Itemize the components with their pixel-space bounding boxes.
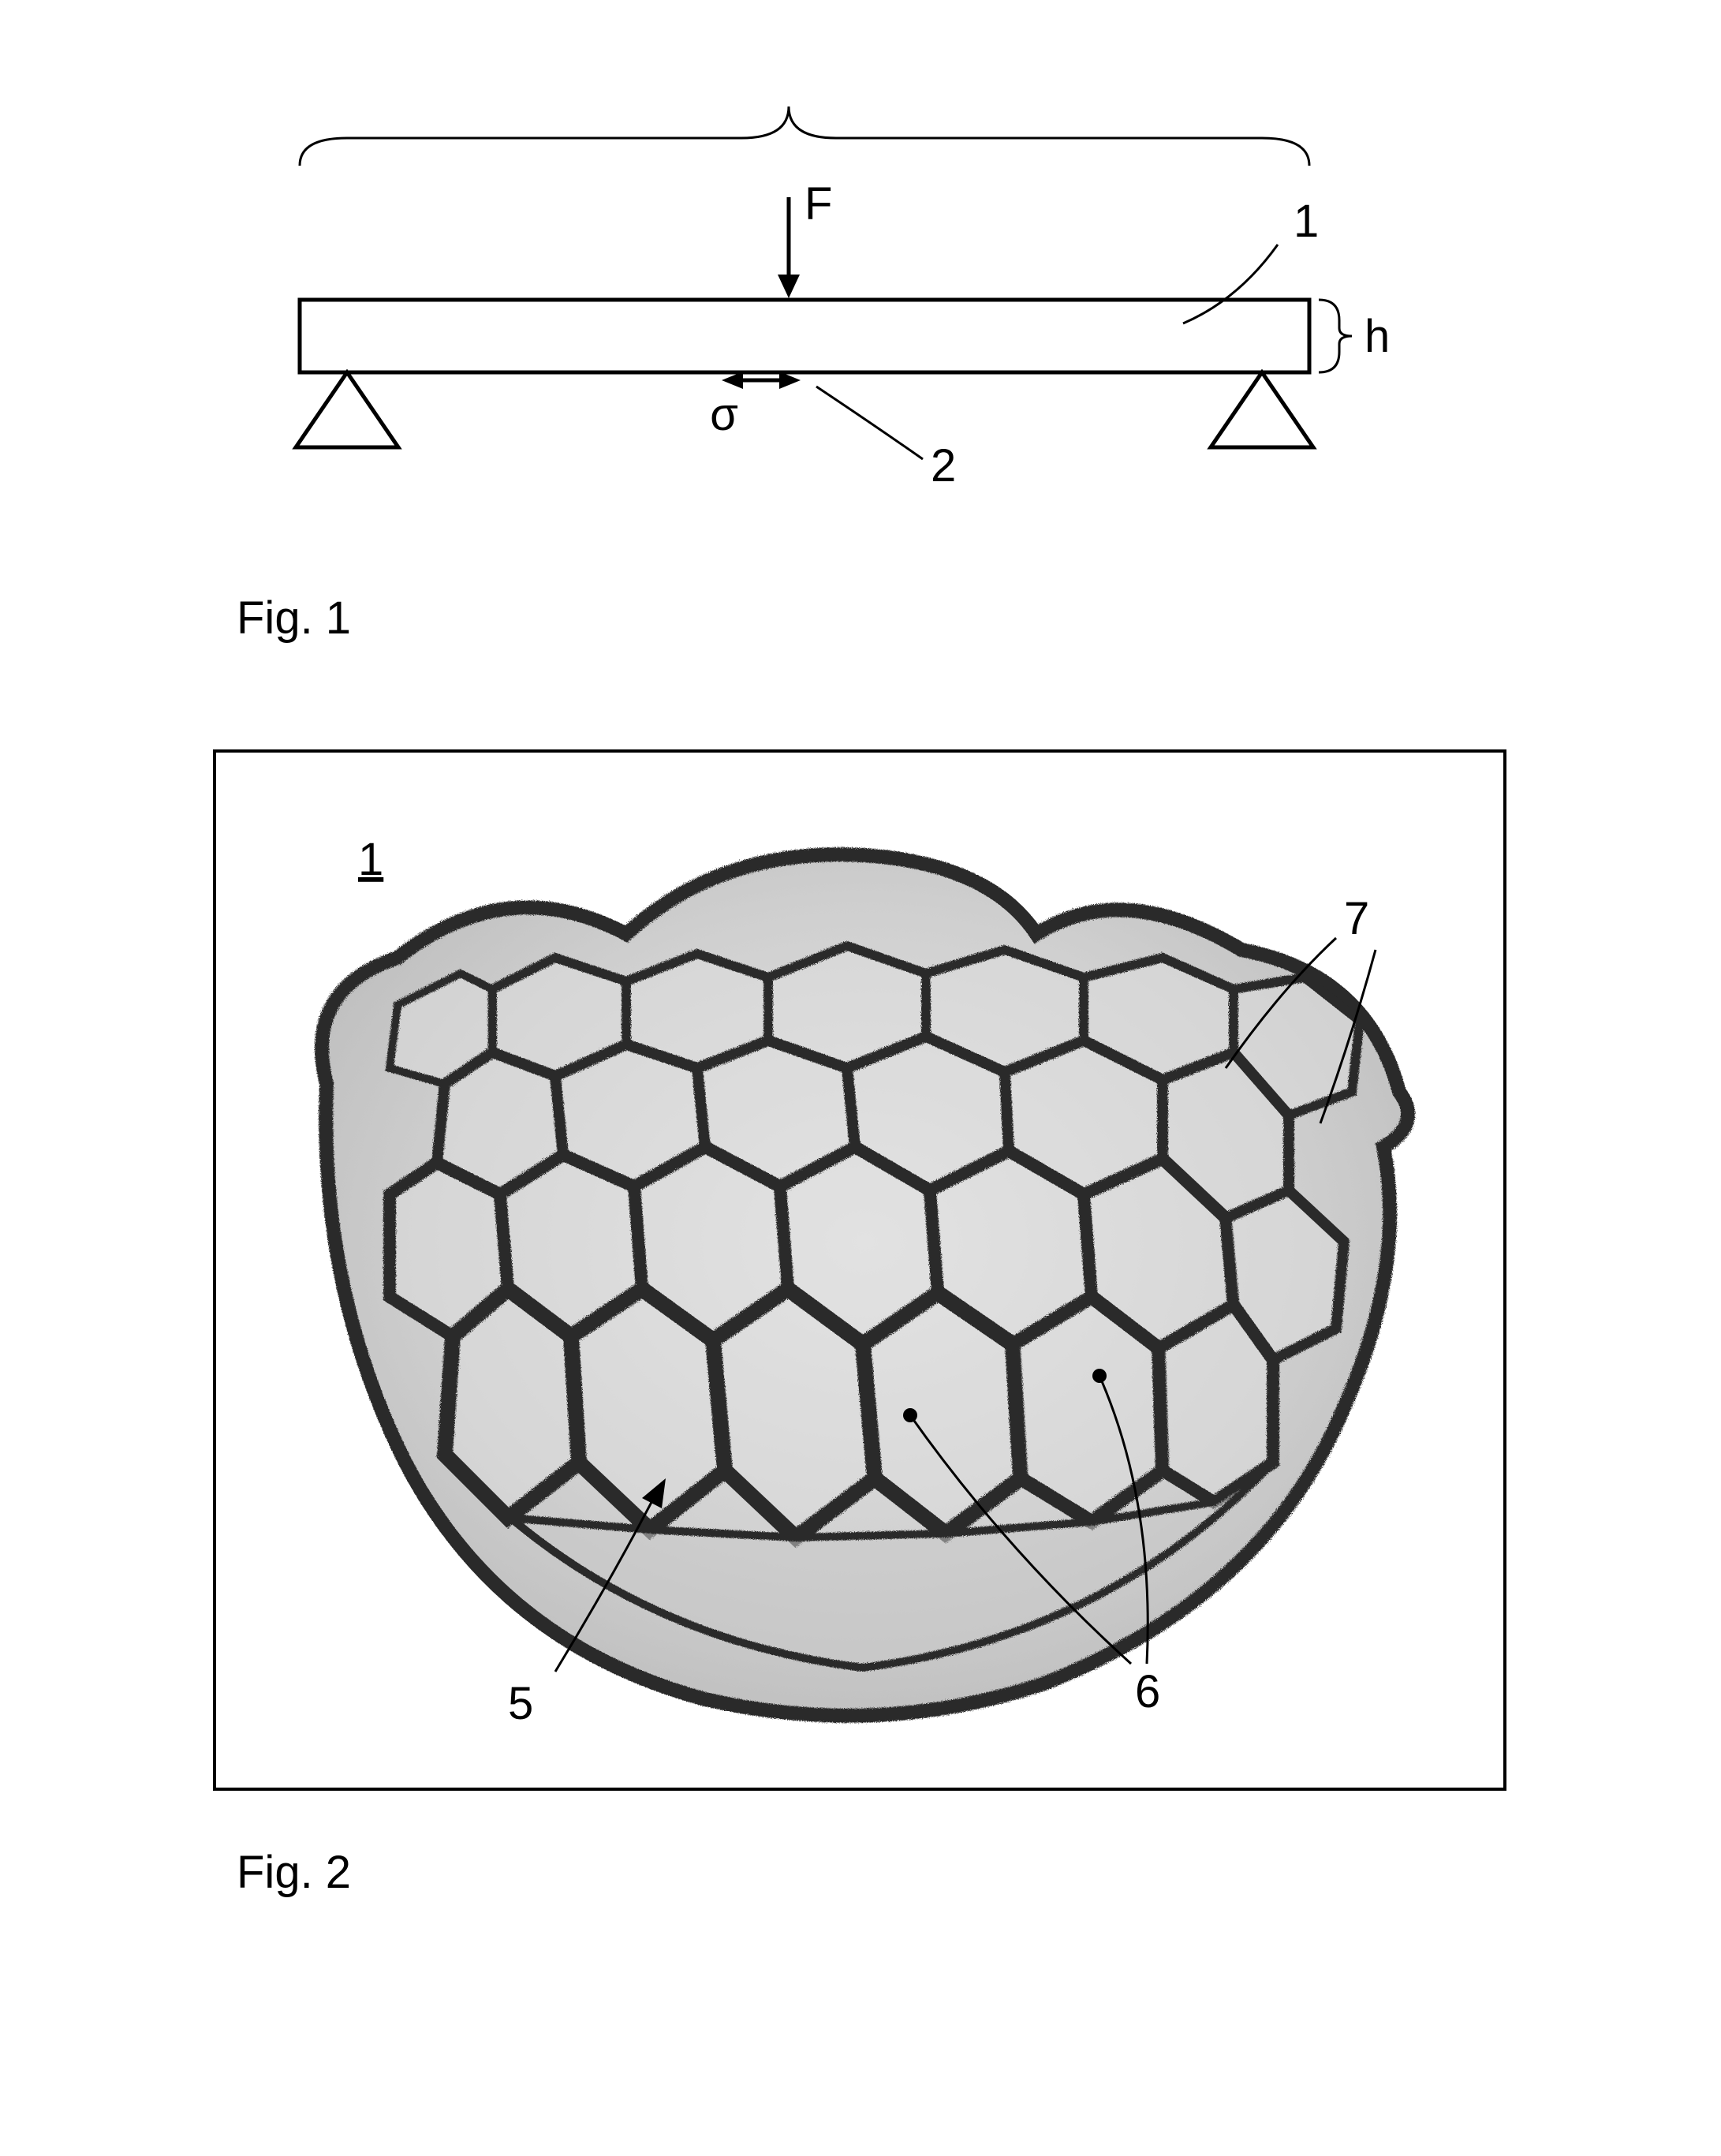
- figure-2: 1 7 6 5: [213, 749, 1506, 1791]
- fig1-svg: L F h σ 1 2: [237, 95, 1420, 536]
- leader-6b-dot: [903, 1408, 917, 1422]
- fig2-ref5: 5: [508, 1678, 533, 1729]
- label-sigma: σ: [710, 389, 738, 440]
- figure-1: L F h σ 1 2: [237, 95, 1420, 536]
- support-left: [296, 372, 398, 447]
- label-h: h: [1364, 311, 1390, 362]
- label-L: L: [776, 95, 801, 99]
- label-ref2: 2: [931, 440, 956, 491]
- leader-6a-dot: [1092, 1369, 1107, 1383]
- fig2-ref7: 7: [1344, 893, 1369, 944]
- label-F: F: [805, 178, 832, 230]
- leader-2: [816, 387, 923, 459]
- fig2-caption: Fig. 2: [237, 1846, 351, 1899]
- brace-h: [1319, 300, 1352, 372]
- fig2-ref6: 6: [1135, 1666, 1160, 1717]
- force-arrow: [778, 197, 800, 298]
- fig1-caption: Fig. 1: [237, 592, 351, 645]
- support-right: [1211, 372, 1313, 447]
- page: L F h σ 1 2 Fig. 1: [0, 0, 1721, 2156]
- label-ref1: 1: [1294, 196, 1319, 247]
- brace-L: [300, 106, 1309, 166]
- fig2-ref1: 1: [358, 834, 383, 885]
- beam: [300, 300, 1309, 372]
- fig2-svg: 1 7 6 5: [216, 753, 1503, 1788]
